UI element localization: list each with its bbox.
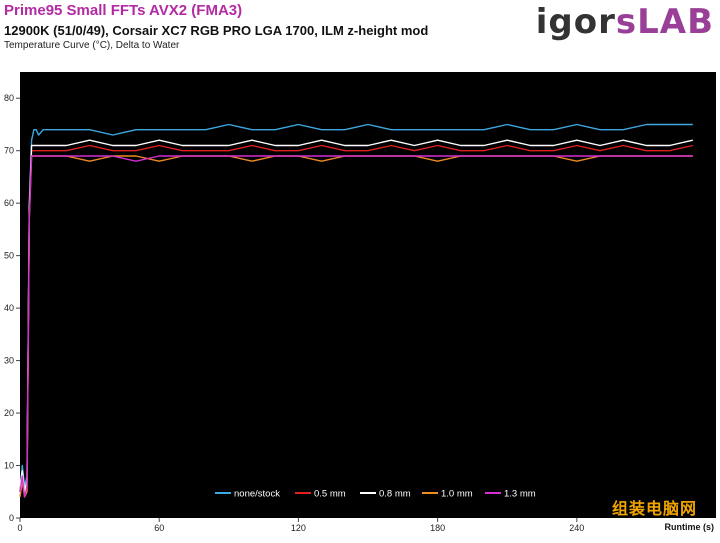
y-tick-label: 20: [4, 408, 14, 418]
watermark-text: 组装电脑网: [612, 499, 698, 518]
chart-subtitle: 12900K (51/0/49), Corsair XC7 RGB PRO LG…: [4, 23, 429, 38]
legend-label: 1.0 mm: [441, 489, 473, 500]
series-line-none-stock: [19, 123, 693, 492]
legend-label: 1.3 mm: [504, 489, 536, 500]
chart-title: Prime95 Small FFTs AVX2 (FMA3): [4, 2, 243, 19]
igorslab-logo: igorsLAB: [535, 2, 714, 42]
series-line-0-5-mm: [19, 144, 693, 493]
x-tick-label: 240: [569, 523, 584, 533]
series-line-1-3-mm: [19, 155, 693, 498]
plot-area: [20, 72, 716, 518]
x-tick-label: 60: [154, 523, 164, 533]
x-tick-label: 0: [17, 523, 22, 533]
y-tick-label: 10: [4, 461, 14, 471]
x-axis-label: Runtime (s): [665, 522, 715, 532]
chart-caption: Temperature Curve (°C), Delta to Water: [4, 40, 180, 51]
y-tick-label: 80: [4, 93, 14, 103]
y-tick-label: 70: [4, 146, 14, 156]
y-tick-label: 30: [4, 356, 14, 366]
legend-label: 0.8 mm: [379, 489, 411, 500]
series-line-0-8-mm: [19, 139, 693, 493]
x-tick-label: 120: [291, 523, 306, 533]
y-tick-label: 0: [9, 513, 14, 523]
legend-label: 0.5 mm: [314, 489, 346, 500]
y-tick-label: 50: [4, 251, 14, 261]
x-tick-label: 180: [430, 523, 445, 533]
y-tick-label: 40: [4, 303, 14, 313]
y-tick-label: 60: [4, 198, 14, 208]
legend-label: none/stock: [234, 489, 280, 500]
